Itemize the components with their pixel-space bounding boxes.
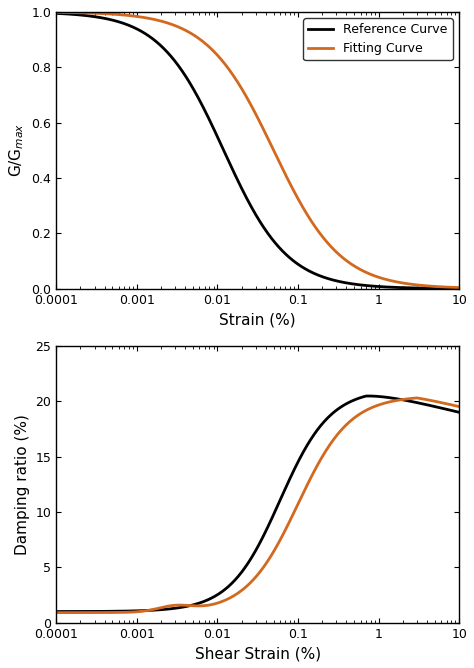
Reference Curve [94,13,100,21]
Reference Curve [330,276,336,284]
X-axis label: Strain (%): Strain (%) [219,312,296,327]
Legend: Reference Curve, Fitting Curve: Reference Curve, Fitting Curve [303,18,453,60]
Reference Curve [231,168,237,176]
Line: Reference Curve: Reference Curve [56,13,459,289]
Reference Curve [367,282,373,290]
Y-axis label: Damping ratio (%): Damping ratio (%) [15,414,30,554]
Fitting Curve [367,271,373,279]
Reference Curve [375,283,381,291]
Fitting Curve [231,72,237,80]
Fitting Curve [94,9,100,17]
Fitting Curve [330,244,336,253]
Line: Fitting Curve: Fitting Curve [56,12,459,288]
Reference Curve [216,136,222,144]
Fitting Curve [375,273,381,281]
Reference Curve [53,9,59,17]
Fitting Curve [456,284,462,292]
Reference Curve [456,285,462,293]
Fitting Curve [216,53,222,61]
Y-axis label: G/G$_{max}$: G/G$_{max}$ [7,123,26,178]
X-axis label: Shear Strain (%): Shear Strain (%) [194,646,320,661]
Fitting Curve [53,8,59,16]
